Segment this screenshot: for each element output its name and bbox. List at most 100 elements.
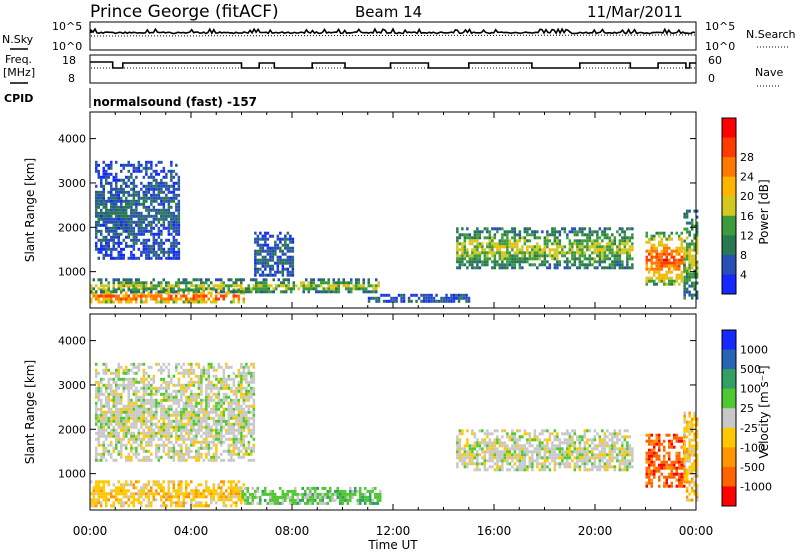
power-colorbar-frame (721, 117, 737, 295)
power-colorbar-swatch-5 (722, 215, 736, 236)
velocity-colorbar: 1000 500 100 25 -25 -100 -500 -1000 (721, 329, 772, 507)
freq-panel (89, 54, 697, 84)
time-tick-label-1: 04:00 (174, 524, 209, 538)
noise-panel (89, 21, 697, 51)
velocity-colorbar-swatch-5 (722, 427, 736, 448)
time-axis: 00:00 04:00 08:00 12:00 16:00 20:00 00:00 (73, 112, 714, 538)
time-tick-label-0: 00:00 (73, 524, 108, 538)
velocity-region-2 (241, 486, 382, 505)
velocity-region-3 (456, 429, 634, 472)
power-colorbar: 4 8 12 16 20 24 28 (721, 117, 754, 295)
freq-label-line2: [MHz] (3, 66, 35, 79)
velocity-colorbar-tick-1: 500 (740, 363, 761, 376)
velocity-region-1 (95, 362, 256, 462)
velocity-y-axis: 1000 2000 3000 4000 (58, 335, 696, 481)
freq-trace (90, 61, 696, 69)
power-colorbar-swatch-4 (722, 196, 736, 217)
velocity-ylabel: Slant Range [km] (23, 360, 37, 464)
velocity-colorbar-tick-7: -1000 (740, 480, 772, 493)
beam-label: Beam 14 (355, 3, 422, 21)
date-label: 11/Mar/2011 (587, 3, 683, 21)
nsearch-trace (90, 34, 696, 37)
velocity-region-4 (645, 433, 686, 488)
power-region-4 (367, 293, 471, 303)
nave-tick-bottom: 0 (708, 72, 715, 85)
velocity-region-5 (683, 411, 699, 502)
time-tick-label-2: 08:00 (275, 524, 310, 538)
velocity-region-0 (90, 480, 245, 508)
power-colorbar-swatch-6 (722, 235, 736, 256)
power-colorbar-swatch-8 (722, 274, 736, 295)
freq-tick-top: 18 (62, 54, 76, 67)
freq-label-line1: Freq. (5, 53, 32, 66)
velocity-ytick-label-2: 3000 (58, 379, 86, 392)
power-region-6 (645, 231, 686, 286)
time-tick-label-5: 20:00 (578, 524, 613, 538)
power-colorbar-swatch-0 (722, 118, 736, 139)
power-region-5 (456, 227, 634, 270)
velocity-colorbar-swatch-0 (722, 330, 736, 351)
noise-tick-top-left: 10^5 (52, 20, 82, 33)
power-colorbar-tick-2: 12 (740, 229, 754, 242)
velocity-colorbar-tick-3: 25 (740, 402, 754, 415)
power-colorbar-tick-5: 24 (740, 171, 754, 184)
power-colorbar-label: Power [dB] (757, 179, 771, 244)
velocity-colorbar-tick-2: 100 (740, 383, 761, 396)
time-tick-label-6: 00:00 (679, 524, 714, 538)
velocity-colorbar-swatch-3 (722, 388, 736, 409)
velocity-ytick-label-3: 4000 (58, 335, 86, 348)
velocity-colorbar-swatch-2 (722, 369, 736, 390)
power-ytick-label-2: 3000 (58, 177, 86, 190)
noise-tick-top-right: 10^5 (705, 20, 735, 33)
noise-tick-bottom-left: 10^0 (52, 40, 82, 53)
velocity-heatmap-data (90, 362, 699, 508)
power-colorbar-tick-3: 16 (740, 210, 754, 223)
power-colorbar-tick-6: 28 (740, 151, 754, 164)
power-region-7 (683, 209, 699, 300)
power-region-2 (95, 160, 181, 260)
power-colorbar-tick-4: 20 (740, 190, 754, 203)
noise-tick-bottom-right: 10^0 (705, 40, 735, 53)
velocity-colorbar-swatch-1 (722, 349, 736, 370)
nave-label: Nave (755, 66, 783, 79)
power-colorbar-tick-1: 8 (740, 249, 747, 262)
velocity-colorbar-label: Velocity [m s⁻¹] (757, 365, 771, 458)
power-heatmap-data (90, 160, 699, 304)
velocity-colorbar-swatch-4 (722, 408, 736, 429)
power-colorbar-swatch-1 (722, 137, 736, 158)
velocity-colorbar-swatch-6 (722, 447, 736, 468)
site-title: Prince George (fitACF) (90, 2, 279, 22)
power-ytick-label-1: 2000 (58, 221, 86, 234)
time-tick-label-4: 16:00 (477, 524, 512, 538)
time-tick-label-3: 12:00 (376, 524, 411, 538)
power-colorbar-tick-0: 4 (740, 268, 747, 281)
velocity-colorbar-swatch-8 (722, 486, 736, 507)
nave-tick-top: 60 (708, 54, 722, 67)
power-ytick-label-3: 4000 (58, 133, 86, 146)
power-y-axis: 1000 2000 3000 4000 (58, 133, 696, 279)
power-ylabel: Slant Range [km] (23, 158, 37, 262)
freq-tick-bottom: 8 (68, 72, 75, 85)
power-region-1 (90, 278, 380, 294)
velocity-ytick-label-1: 2000 (58, 423, 86, 436)
velocity-colorbar-swatch-7 (722, 466, 736, 487)
power-colorbar-swatch-3 (722, 176, 736, 197)
power-colorbar-swatch-2 (722, 157, 736, 178)
power-colorbar-swatch-7 (722, 254, 736, 275)
velocity-colorbar-tick-5: -100 (740, 441, 765, 454)
velocity-colorbar-tick-6: -500 (740, 461, 765, 474)
cpid-label: CPID (4, 92, 33, 105)
nsky-label: N.Sky (2, 33, 34, 46)
cpid-text: normalsound (fast) -157 (93, 95, 257, 109)
power-ytick-label-0: 1000 (58, 266, 86, 279)
nsearch-label: N.Search (746, 28, 796, 41)
power-panel-frame (89, 111, 697, 309)
time-axis-label: Time UT (367, 538, 418, 552)
velocity-colorbar-tick-0: 1000 (740, 344, 768, 357)
velocity-ytick-label-0: 1000 (58, 468, 86, 481)
velocity-colorbar-tick-4: -25 (740, 422, 758, 435)
velocity-colorbar-frame (721, 329, 737, 507)
nsky-trace (90, 27, 696, 36)
power-region-3 (254, 231, 295, 277)
